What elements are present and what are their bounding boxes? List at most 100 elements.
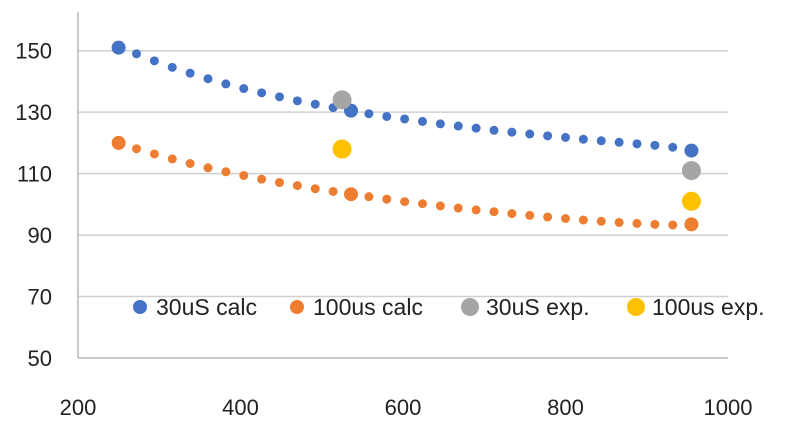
- data-point: [364, 109, 374, 119]
- series-3: [332, 139, 701, 211]
- y-tick-label: 50: [28, 346, 52, 371]
- data-point: [578, 134, 588, 144]
- data-point: [111, 135, 126, 150]
- data-point: [418, 199, 427, 209]
- data-point: [149, 149, 159, 159]
- data-point: [292, 181, 302, 191]
- data-point: [185, 68, 195, 78]
- data-point: [453, 203, 463, 213]
- y-tick-label: 130: [15, 100, 52, 125]
- x-tick-label: 200: [60, 395, 97, 420]
- series-1: [111, 135, 699, 232]
- data-point: [239, 170, 249, 180]
- legend-label: 100us exp.: [652, 294, 765, 320]
- data-series: [111, 40, 701, 232]
- data-point: [332, 139, 352, 159]
- legend-marker: [627, 298, 645, 316]
- data-point: [507, 209, 517, 219]
- series-2: [332, 90, 701, 181]
- data-point: [435, 201, 445, 211]
- data-point: [167, 62, 177, 72]
- data-point: [221, 79, 231, 89]
- legend: 30uS calc 100us calc 30uS exp. 100us exp.: [133, 294, 765, 320]
- data-point: [292, 96, 302, 106]
- axes: [77, 12, 728, 359]
- data-point: [614, 137, 624, 147]
- legend-label: 30uS exp.: [486, 294, 590, 320]
- data-point: [650, 140, 660, 150]
- gridlines: [78, 49, 728, 298]
- data-point: [332, 90, 352, 110]
- data-point: [668, 142, 678, 152]
- data-point: [681, 191, 701, 211]
- data-point: [185, 158, 195, 168]
- data-point: [257, 174, 267, 184]
- data-point: [275, 178, 284, 188]
- data-point: [561, 132, 570, 142]
- data-point: [471, 205, 481, 215]
- data-point: [132, 144, 141, 154]
- legend-marker: [290, 300, 304, 314]
- legend-label: 100us calc: [313, 294, 423, 320]
- legend-item: 30uS exp.: [461, 294, 590, 320]
- data-point: [203, 163, 213, 173]
- legend-marker: [461, 298, 479, 316]
- x-tick-label: 600: [385, 395, 422, 420]
- data-point: [596, 216, 606, 226]
- data-point: [111, 40, 126, 55]
- y-tick-label: 70: [28, 285, 52, 310]
- data-point: [561, 213, 570, 223]
- data-point: [650, 219, 660, 229]
- data-point: [684, 143, 699, 158]
- data-point: [400, 197, 410, 207]
- data-point: [149, 56, 159, 66]
- legend-marker: [133, 300, 147, 314]
- data-point: [221, 167, 231, 177]
- data-point: [257, 88, 267, 98]
- data-point: [489, 125, 499, 135]
- data-point: [382, 194, 392, 204]
- data-point: [418, 116, 427, 126]
- y-tick-label: 110: [17, 162, 52, 187]
- data-point: [543, 131, 553, 141]
- data-point: [632, 218, 642, 228]
- series-0: [111, 40, 699, 158]
- data-point: [275, 92, 284, 102]
- legend-item: 100us calc: [290, 294, 423, 320]
- y-tick-label: 90: [28, 223, 52, 248]
- x-tick-label: 1000: [704, 395, 753, 420]
- data-point: [239, 84, 249, 94]
- data-point: [668, 220, 678, 230]
- legend-item: 100us exp.: [627, 294, 765, 320]
- data-point: [344, 187, 358, 202]
- data-point: [543, 212, 553, 222]
- data-point: [525, 129, 535, 139]
- data-point: [632, 139, 642, 149]
- data-point: [507, 127, 517, 137]
- data-point: [310, 99, 320, 109]
- data-point: [614, 217, 624, 227]
- data-point: [525, 210, 535, 220]
- data-point: [328, 186, 338, 196]
- data-point: [596, 136, 606, 146]
- data-point: [681, 161, 701, 181]
- tick-labels: 50 70 90 110 130 150 200 400 600 800 1000: [15, 39, 752, 420]
- data-point: [364, 192, 374, 202]
- x-tick-label: 400: [222, 395, 259, 420]
- data-point: [203, 74, 213, 84]
- data-point: [167, 154, 177, 164]
- data-point: [471, 123, 481, 133]
- data-point: [400, 114, 410, 124]
- data-point: [489, 207, 499, 217]
- data-point: [310, 184, 320, 194]
- data-point: [435, 119, 445, 129]
- data-point: [684, 217, 699, 232]
- x-tick-label: 800: [547, 395, 584, 420]
- data-point: [382, 111, 392, 121]
- data-point: [132, 49, 141, 59]
- data-point: [578, 215, 588, 225]
- legend-label: 30uS calc: [156, 294, 257, 320]
- data-point: [453, 121, 463, 131]
